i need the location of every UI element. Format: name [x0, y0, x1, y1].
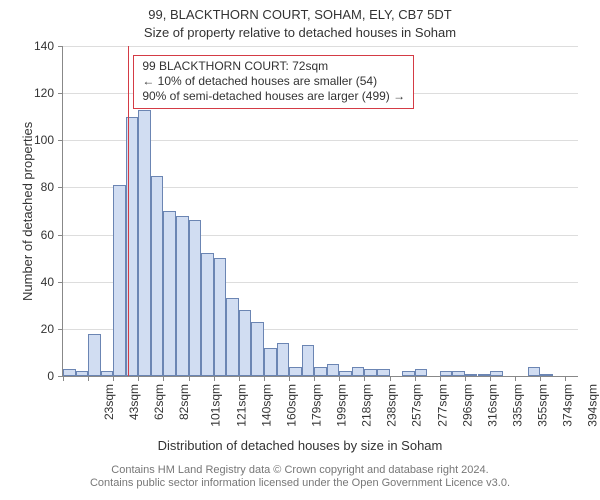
- x-axis-label: Distribution of detached houses by size …: [0, 438, 600, 453]
- bar: [440, 371, 453, 376]
- xtick-mark: [339, 376, 340, 381]
- xtick-mark: [163, 376, 164, 381]
- xtick-label: 62sqm: [152, 384, 166, 420]
- ytick-mark: [58, 93, 63, 94]
- bar: [151, 176, 164, 376]
- bar: [490, 371, 503, 376]
- bar: [226, 298, 239, 376]
- xtick-label: 199sqm: [335, 384, 349, 427]
- bar: [377, 369, 390, 376]
- bar: [277, 343, 290, 376]
- xtick-mark: [113, 376, 114, 381]
- xtick-label: 160sqm: [285, 384, 299, 427]
- ytick-label: 140: [30, 39, 54, 53]
- bar: [101, 371, 114, 376]
- reference-line: [128, 46, 129, 376]
- bar: [201, 253, 214, 376]
- xtick-label: 43sqm: [127, 384, 141, 420]
- chart-subtitle: Size of property relative to detached ho…: [0, 25, 600, 40]
- bar: [113, 185, 126, 376]
- bar: [264, 348, 277, 376]
- bar: [163, 211, 176, 376]
- xtick-label: 121sqm: [234, 384, 248, 427]
- xtick-label: 277sqm: [435, 384, 449, 427]
- ytick-mark: [58, 140, 63, 141]
- xtick-mark: [390, 376, 391, 381]
- bar: [528, 367, 541, 376]
- xtick-mark: [189, 376, 190, 381]
- ytick-label: 0: [30, 369, 54, 383]
- bar: [76, 371, 89, 376]
- xtick-mark: [415, 376, 416, 381]
- xtick-mark: [239, 376, 240, 381]
- bar: [352, 367, 365, 376]
- bar: [540, 374, 553, 376]
- bar: [314, 367, 327, 376]
- xtick-label: 394sqm: [586, 384, 600, 427]
- bar: [478, 374, 491, 376]
- xtick-label: 296sqm: [460, 384, 474, 427]
- bar: [364, 369, 377, 376]
- bar: [239, 310, 252, 376]
- gridline: [63, 46, 578, 47]
- xtick-mark: [214, 376, 215, 381]
- xtick-label: 238sqm: [385, 384, 399, 427]
- ytick-label: 20: [30, 322, 54, 336]
- xtick-mark: [364, 376, 365, 381]
- xtick-mark: [88, 376, 89, 381]
- attribution-line: Contains HM Land Registry data © Crown c…: [0, 464, 600, 477]
- bar: [176, 216, 189, 376]
- ytick-mark: [58, 235, 63, 236]
- ytick-mark: [58, 329, 63, 330]
- xtick-mark: [264, 376, 265, 381]
- xtick-mark: [515, 376, 516, 381]
- attribution-line: Contains public sector information licen…: [0, 477, 600, 490]
- xtick-label: 101sqm: [209, 384, 223, 427]
- chart-title: 99, BLACKTHORN COURT, SOHAM, ELY, CB7 5D…: [0, 7, 600, 22]
- xtick-label: 374sqm: [561, 384, 575, 427]
- xtick-mark: [540, 376, 541, 381]
- xtick-label: 218sqm: [360, 384, 374, 427]
- bar: [63, 369, 76, 376]
- bar: [415, 369, 428, 376]
- bar: [214, 258, 227, 376]
- bar: [465, 374, 478, 376]
- y-axis-label: Number of detached properties: [20, 122, 35, 301]
- annotation-box: 99 BLACKTHORN COURT: 72sqm← 10% of detac…: [133, 55, 414, 109]
- xtick-mark: [440, 376, 441, 381]
- bar: [302, 345, 315, 376]
- attribution: Contains HM Land Registry data © Crown c…: [0, 464, 600, 490]
- ytick-label: 120: [30, 86, 54, 100]
- xtick-mark: [289, 376, 290, 381]
- ytick-mark: [58, 282, 63, 283]
- annotation-line: ← 10% of detached houses are smaller (54…: [142, 74, 405, 89]
- bar: [327, 364, 340, 376]
- xtick-mark: [490, 376, 491, 381]
- xtick-label: 316sqm: [486, 384, 500, 427]
- bar: [339, 371, 352, 376]
- xtick-label: 140sqm: [259, 384, 273, 427]
- ytick-mark: [58, 46, 63, 47]
- xtick-mark: [465, 376, 466, 381]
- xtick-label: 82sqm: [177, 384, 191, 420]
- bar: [189, 220, 202, 376]
- annotation-line: 99 BLACKTHORN COURT: 72sqm: [142, 59, 405, 74]
- annotation-line: 90% of semi-detached houses are larger (…: [142, 89, 405, 104]
- bar: [88, 334, 101, 376]
- xtick-label: 179sqm: [310, 384, 324, 427]
- xtick-label: 335sqm: [511, 384, 525, 427]
- xtick-mark: [138, 376, 139, 381]
- xtick-mark: [565, 376, 566, 381]
- bar: [452, 371, 465, 376]
- bar: [289, 367, 302, 376]
- bar: [251, 322, 264, 376]
- xtick-mark: [314, 376, 315, 381]
- xtick-label: 257sqm: [410, 384, 424, 427]
- bar: [138, 110, 151, 376]
- ytick-mark: [58, 187, 63, 188]
- bar: [402, 371, 415, 376]
- xtick-label: 23sqm: [102, 384, 116, 420]
- xtick-label: 355sqm: [536, 384, 550, 427]
- xtick-mark: [63, 376, 64, 381]
